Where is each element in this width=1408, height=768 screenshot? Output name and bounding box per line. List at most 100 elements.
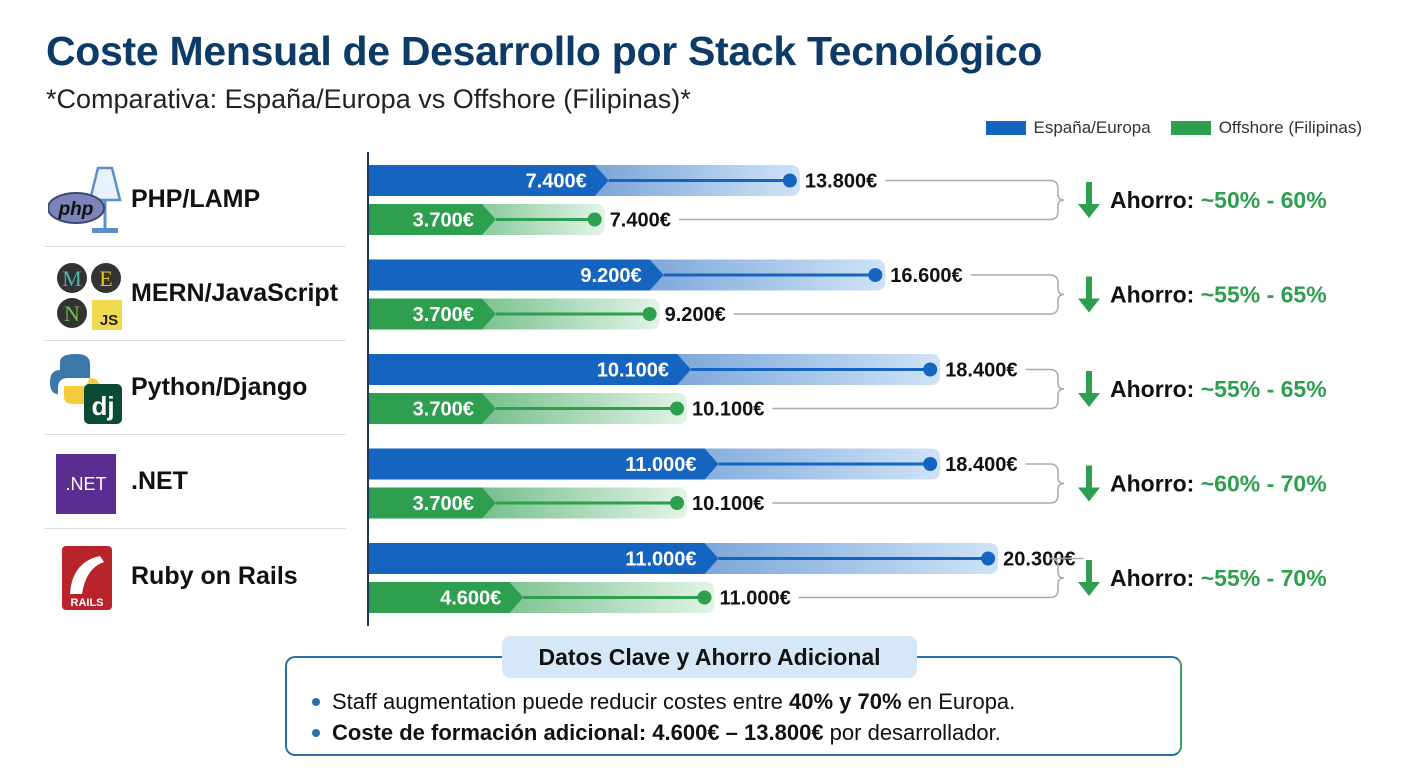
range-dot — [868, 268, 883, 282]
text: por desarrollador. — [823, 720, 1001, 745]
text-bold: 40% y 70% — [789, 689, 902, 714]
high-value-label: 11.000€ — [720, 588, 791, 610]
high-value-label: 7.400€ — [610, 210, 671, 232]
bar-low — [369, 543, 719, 574]
bar-low — [369, 204, 496, 235]
savings-value: ~55% - 65% — [1201, 282, 1327, 308]
arrow-down-icon — [1078, 276, 1100, 313]
savings-prefix: Ahorro: — [1110, 187, 1201, 213]
low-value-label: 11.000€ — [625, 549, 696, 571]
savings-label: Ahorro: ~50% - 60% — [1110, 187, 1327, 213]
bar-low — [369, 393, 496, 424]
high-value-label: 9.200€ — [665, 304, 726, 326]
range-dot — [782, 173, 797, 188]
high-value-label: 18.400€ — [945, 454, 1017, 476]
bracket-connector — [798, 557, 1084, 599]
rails-text: RAILS — [71, 597, 104, 609]
low-value-label: 9.200€ — [580, 265, 641, 287]
chart-subtitle: *Comparativa: España/Europa vs Offshore … — [46, 84, 691, 114]
low-value-label: 7.400€ — [526, 171, 587, 193]
savings-value: ~55% - 70% — [1201, 565, 1327, 591]
stack-label: Ruby on Rails — [131, 561, 298, 590]
range-dot — [923, 362, 938, 377]
arrow-down-icon — [1078, 371, 1100, 407]
bar-low — [369, 582, 524, 613]
legend-item-europa: España/Europa — [985, 118, 1151, 138]
high-value-label: 13.800€ — [805, 171, 877, 193]
chart-axis — [367, 152, 369, 626]
key-data-item: Staff augmentation puede reducir costes … — [310, 686, 1015, 717]
range-dot — [670, 401, 685, 416]
savings-prefix: Ahorro: — [1110, 376, 1201, 402]
low-value-label: 3.700€ — [413, 304, 474, 326]
stack-dotnet: .NET .NET — [44, 435, 346, 529]
dotnet-logo: .NET — [48, 446, 126, 518]
high-value-label: 10.100€ — [692, 399, 764, 421]
low-value-label: 10.100€ — [597, 360, 669, 382]
legend-swatch — [1170, 121, 1211, 135]
legend: España/Europa Offshore (Filipinas) — [985, 118, 1362, 138]
range-dot — [981, 551, 996, 566]
php-logo-text: php — [58, 199, 94, 220]
bar-low — [369, 259, 664, 291]
savings-prefix: Ahorro: — [1110, 565, 1201, 591]
savings-prefix: Ahorro: — [1110, 282, 1201, 308]
low-value-label: 3.700€ — [413, 399, 474, 421]
bracket-connector — [733, 274, 1065, 315]
high-value-label: 18.400€ — [945, 360, 1017, 382]
low-value-label: 4.600€ — [440, 588, 501, 610]
stack-mern: M E N JS MERN/JavaScript — [44, 247, 346, 341]
stack-ruby-on-rails: RAILS Ruby on Rails — [44, 529, 346, 623]
mern-n: N — [64, 301, 80, 326]
bar-low — [369, 354, 692, 385]
range-dot — [670, 496, 685, 510]
savings-label: Ahorro: ~55% - 65% — [1110, 376, 1327, 402]
stack-label: .NET — [131, 467, 188, 495]
php-lamp-logo: php — [47, 164, 126, 236]
text-bold: Coste de formación adicional: 4.600€ – 1… — [332, 720, 824, 745]
legend-item-offshore: Offshore (Filipinas) — [1170, 118, 1362, 138]
key-data-title: Datos Clave y Ahorro Adicional — [502, 636, 917, 678]
savings-value: ~55% - 65% — [1201, 376, 1327, 402]
arrow-down-icon — [1078, 560, 1100, 596]
bracket-connector — [772, 368, 1065, 410]
range-dot — [587, 212, 602, 227]
range-dot — [642, 307, 657, 321]
savings-value: ~50% - 60% — [1201, 187, 1327, 213]
range-dot — [697, 590, 712, 605]
savings-prefix: Ahorro: — [1110, 471, 1201, 497]
chart-title: Coste Mensual de Desarrollo por Stack Te… — [46, 28, 1043, 74]
key-data-list: Staff augmentation puede reducir costes … — [310, 686, 1015, 748]
key-data-item: Coste de formación adicional: 4.600€ – 1… — [310, 717, 1015, 748]
rails-logo: RAILS — [48, 540, 126, 612]
legend-swatch — [985, 121, 1026, 135]
stack-label: PHP/LAMP — [131, 185, 261, 213]
arrow-down-icon — [1078, 465, 1100, 502]
range-dot — [923, 457, 938, 471]
mern-e: E — [99, 266, 112, 291]
bar-low — [369, 448, 719, 480]
stack-php-lamp: php PHP/LAMP — [44, 153, 346, 247]
text: Staff augmentation puede reducir costes … — [332, 689, 789, 714]
python-django-logo: dj — [48, 352, 126, 424]
mern-m: M — [62, 266, 82, 291]
savings-value: ~60% - 70% — [1201, 471, 1327, 497]
stack-label: Python/Django — [131, 373, 308, 401]
low-value-label: 11.000€ — [625, 454, 696, 476]
stack-label: MERN/JavaScript — [131, 279, 339, 307]
high-value-label: 10.100€ — [692, 493, 764, 515]
mern-js: JS — [100, 312, 118, 329]
high-value-label: 16.600€ — [890, 265, 962, 287]
legend-label: Offshore (Filipinas) — [1218, 118, 1362, 137]
high-value-label: 20.300€ — [1003, 549, 1075, 571]
arrow-down-icon — [1078, 182, 1100, 218]
stack-python-django: dj Python/Django — [44, 341, 346, 435]
low-value-label: 3.700€ — [413, 493, 474, 515]
bar-low — [369, 298, 496, 330]
bar-low — [369, 165, 609, 196]
savings-label: Ahorro: ~55% - 65% — [1110, 282, 1327, 308]
savings-label: Ahorro: ~55% - 70% — [1110, 565, 1327, 591]
mern-logo: M E N JS — [48, 258, 126, 330]
dotnet-text: .NET — [65, 474, 106, 494]
